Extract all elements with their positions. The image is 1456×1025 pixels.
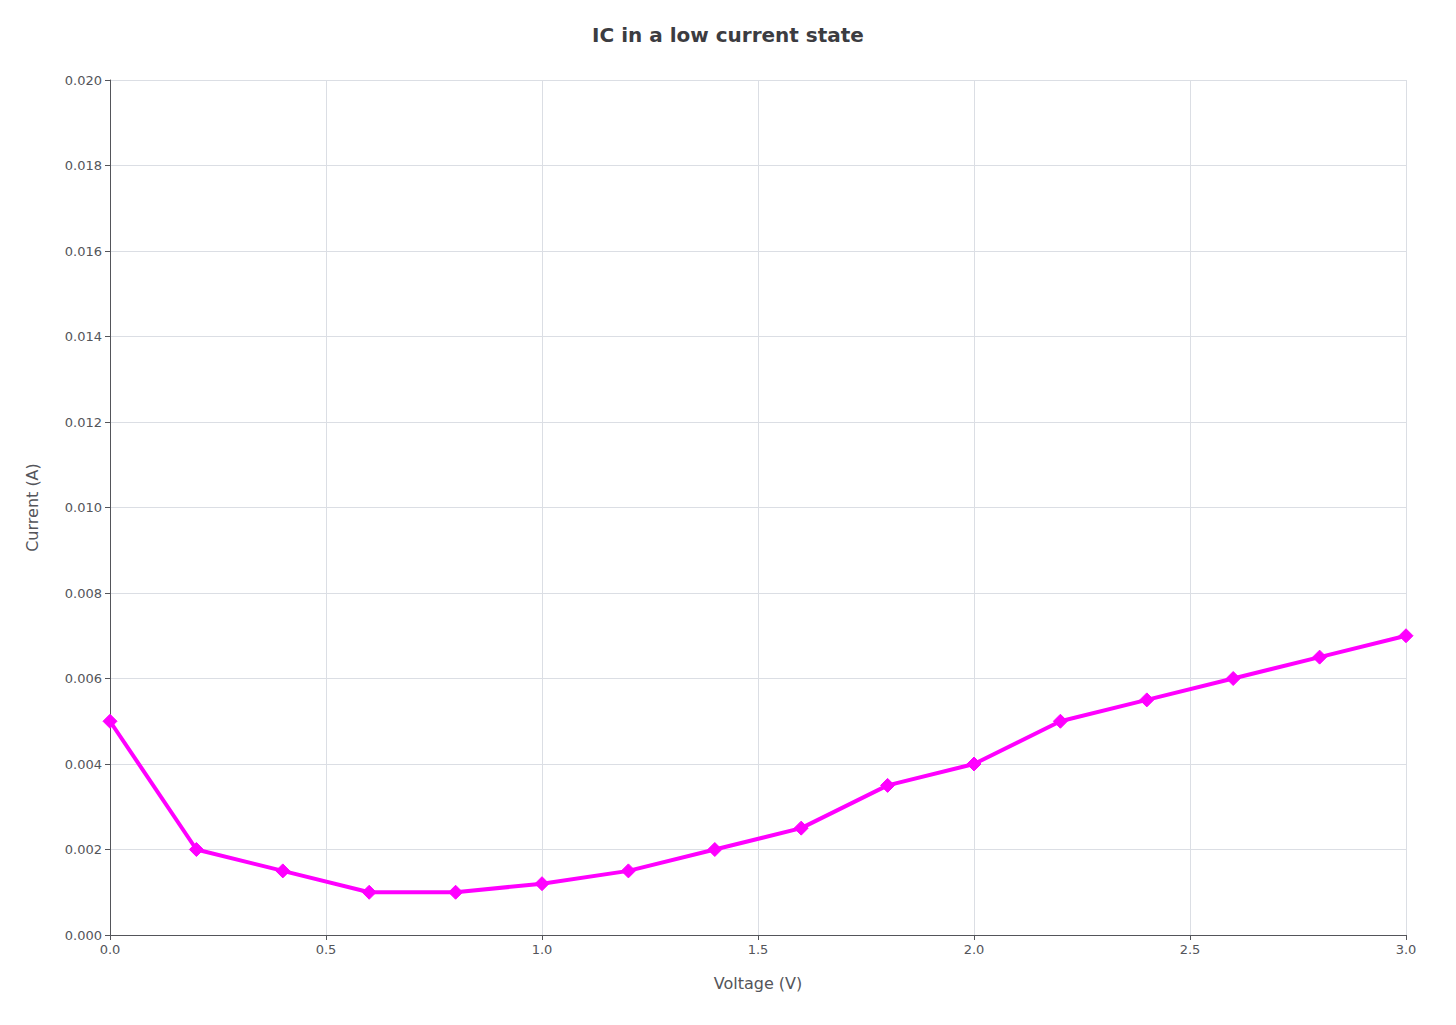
svg-text:2.0: 2.0: [964, 942, 985, 957]
svg-text:Voltage (V): Voltage (V): [714, 974, 803, 993]
svg-text:0.016: 0.016: [65, 244, 102, 259]
svg-text:0.014: 0.014: [65, 329, 102, 344]
svg-text:3.0: 3.0: [1396, 942, 1417, 957]
svg-text:1.0: 1.0: [532, 942, 553, 957]
svg-text:0.5: 0.5: [316, 942, 337, 957]
svg-text:0.020: 0.020: [65, 73, 102, 88]
svg-text:0.002: 0.002: [65, 842, 102, 857]
svg-text:0.008: 0.008: [65, 586, 102, 601]
svg-text:0.000: 0.000: [65, 928, 102, 943]
svg-text:0.018: 0.018: [65, 158, 102, 173]
svg-text:1.5: 1.5: [748, 942, 769, 957]
svg-text:0.0: 0.0: [100, 942, 121, 957]
svg-text:Current (A): Current (A): [23, 463, 42, 552]
svg-text:0.004: 0.004: [65, 757, 102, 772]
svg-text:IC in a low current state: IC in a low current state: [592, 23, 864, 47]
svg-text:0.012: 0.012: [65, 415, 102, 430]
svg-text:2.5: 2.5: [1180, 942, 1201, 957]
svg-text:0.010: 0.010: [65, 500, 102, 515]
svg-text:0.006: 0.006: [65, 671, 102, 686]
